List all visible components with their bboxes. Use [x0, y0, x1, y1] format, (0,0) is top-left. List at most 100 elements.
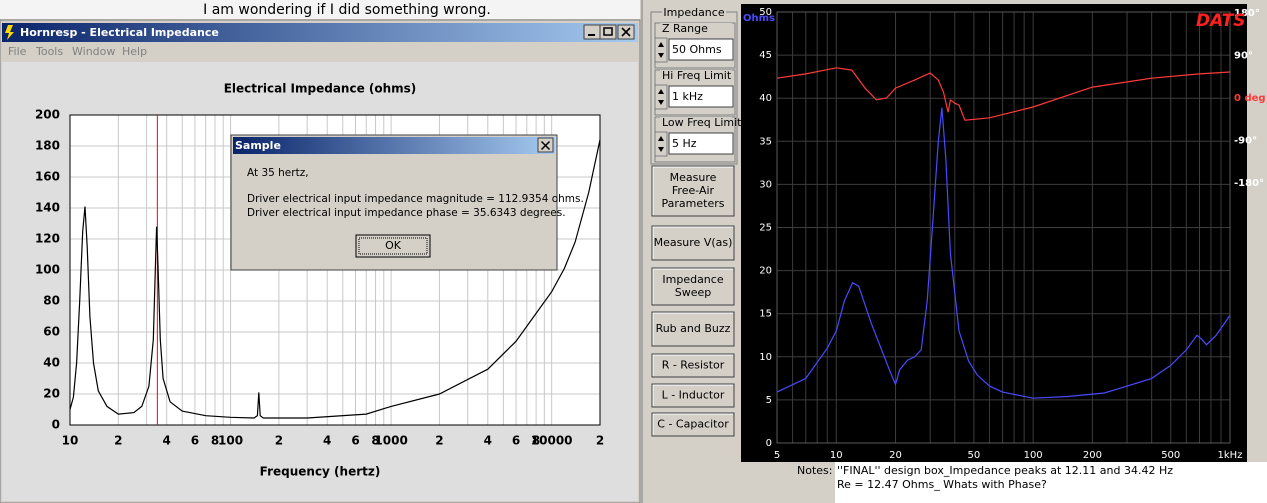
button-label: Sweep — [675, 286, 712, 299]
icon — [658, 136, 664, 152]
input[interactable] — [668, 85, 734, 108]
plot-border — [776, 11, 1231, 444]
field-label-bg — [660, 23, 732, 35]
y-tick-label: 40 — [43, 356, 60, 370]
bevel — [652, 384, 733, 406]
spinner[interactable] — [654, 37, 668, 63]
y-tick-label: 20 — [759, 266, 772, 277]
dialog-title: Sample — [235, 139, 281, 152]
input-value: 50 Ohms — [672, 43, 722, 56]
bevel — [652, 354, 733, 376]
bevel — [652, 226, 733, 259]
window-title: Hornresp - Electrical Impedance — [20, 26, 219, 39]
x-tick-label: 1kHz — [1218, 450, 1243, 461]
icon — [658, 89, 664, 105]
window-controls — [583, 24, 635, 40]
button[interactable] — [651, 353, 735, 378]
minimize-button[interactable] — [583, 24, 601, 40]
y-tick-label: 0 — [52, 418, 60, 432]
button-label: Parameters — [662, 197, 725, 210]
notes-box — [835, 462, 1267, 503]
y-tick-label: 50 — [759, 7, 772, 18]
ok-button[interactable] — [355, 234, 431, 258]
bevel — [652, 413, 733, 435]
x-tick-label: 10000 — [531, 434, 573, 448]
data-line — [776, 107, 1231, 399]
y-tick-label: 25 — [759, 223, 772, 234]
y-tick-label: 100 — [35, 263, 60, 277]
x-tick-label: 2 — [114, 434, 122, 448]
x-tick-label: 5 — [774, 450, 780, 461]
x-tick-label: 100 — [1024, 450, 1043, 461]
y-tick-label: 10 — [759, 352, 772, 363]
bevel — [652, 312, 733, 345]
x-tick-label: 10 — [830, 450, 843, 461]
post-strip — [0, 0, 640, 19]
y-tick-label: 140 — [35, 201, 60, 215]
x-tick-label: 200 — [1083, 450, 1102, 461]
x-tick-label: 8 — [532, 434, 540, 448]
button-label: Rub and Buzz — [656, 322, 731, 335]
field-label: Hi Freq Limit — [662, 69, 732, 82]
icon — [658, 42, 664, 58]
y-tick-label: 0 — [766, 438, 772, 449]
menu-item: Help — [122, 45, 147, 58]
spinner[interactable] — [654, 84, 668, 110]
y-tick-label: 15 — [759, 309, 772, 320]
input-value: 5 Hz — [672, 137, 697, 150]
button[interactable] — [651, 225, 735, 261]
input[interactable] — [668, 38, 734, 61]
button-label: R - Resistor — [662, 359, 725, 372]
button[interactable] — [651, 165, 735, 217]
y-tick-label: 200 — [35, 108, 60, 122]
button[interactable] — [651, 412, 735, 437]
button-label: Free-Air — [672, 184, 715, 197]
x-tick-label: 4 — [323, 434, 331, 448]
spinner[interactable] — [654, 131, 668, 157]
y-tick-label: 5 — [766, 395, 772, 406]
button[interactable] — [651, 383, 735, 408]
notes-label: Notes: — [797, 464, 832, 477]
x-tick-label: 6 — [191, 434, 199, 448]
chart-title: Electrical Impedance (ohms) — [224, 82, 417, 96]
x-tick-label: 20 — [889, 450, 902, 461]
group-title: Impedance — [663, 6, 724, 19]
button[interactable] — [651, 267, 735, 306]
y2-tick-label: 0 deg — [1234, 93, 1266, 104]
button[interactable] — [651, 311, 735, 347]
x-tick-label: 2 — [596, 434, 604, 448]
focus-ring — [358, 237, 428, 255]
field-label: Low Freq Limit — [662, 116, 742, 129]
x-tick-label: 4 — [162, 434, 170, 448]
y-tick-label: 40 — [759, 93, 772, 104]
y2-tick-label: -90° — [1234, 136, 1257, 147]
button-label: Measure V(as) — [654, 236, 733, 249]
dialog-text: Driver electrical input impedance phase … — [247, 207, 566, 219]
menu-item: Tools — [35, 45, 63, 58]
y2-tick-label: 90° — [1234, 51, 1253, 62]
app-icon — [5, 25, 14, 40]
dialog-title-bar — [233, 137, 555, 154]
post-text: I am wondering if I did something wrong. — [203, 2, 491, 18]
logo: DATS — [1196, 11, 1245, 31]
x-tick-label: 100 — [218, 434, 243, 448]
field-label-bg — [660, 70, 732, 82]
x-tick-label: 8 — [211, 434, 219, 448]
x-tick-label: 6 — [512, 434, 520, 448]
notes-line: ''FINAL'' design box_Impedance peaks at … — [837, 464, 1173, 477]
bevel — [652, 166, 733, 215]
x-tick-label: 8 — [371, 434, 379, 448]
maximize-button[interactable] — [599, 24, 617, 40]
x-tick-label: 2 — [275, 434, 283, 448]
input-value: 1 kHz — [672, 90, 703, 103]
input[interactable] — [668, 132, 734, 155]
dialog-text: Driver electrical input impedance magnit… — [247, 193, 584, 205]
data-line — [69, 139, 601, 419]
dialog-text: At 35 hertz, — [247, 167, 309, 179]
plot-border — [69, 114, 601, 426]
button-label: OK — [385, 239, 402, 252]
y-tick-label: 80 — [43, 294, 60, 308]
x-tick-label: 6 — [351, 434, 359, 448]
x-tick-label: 10 — [62, 434, 79, 448]
